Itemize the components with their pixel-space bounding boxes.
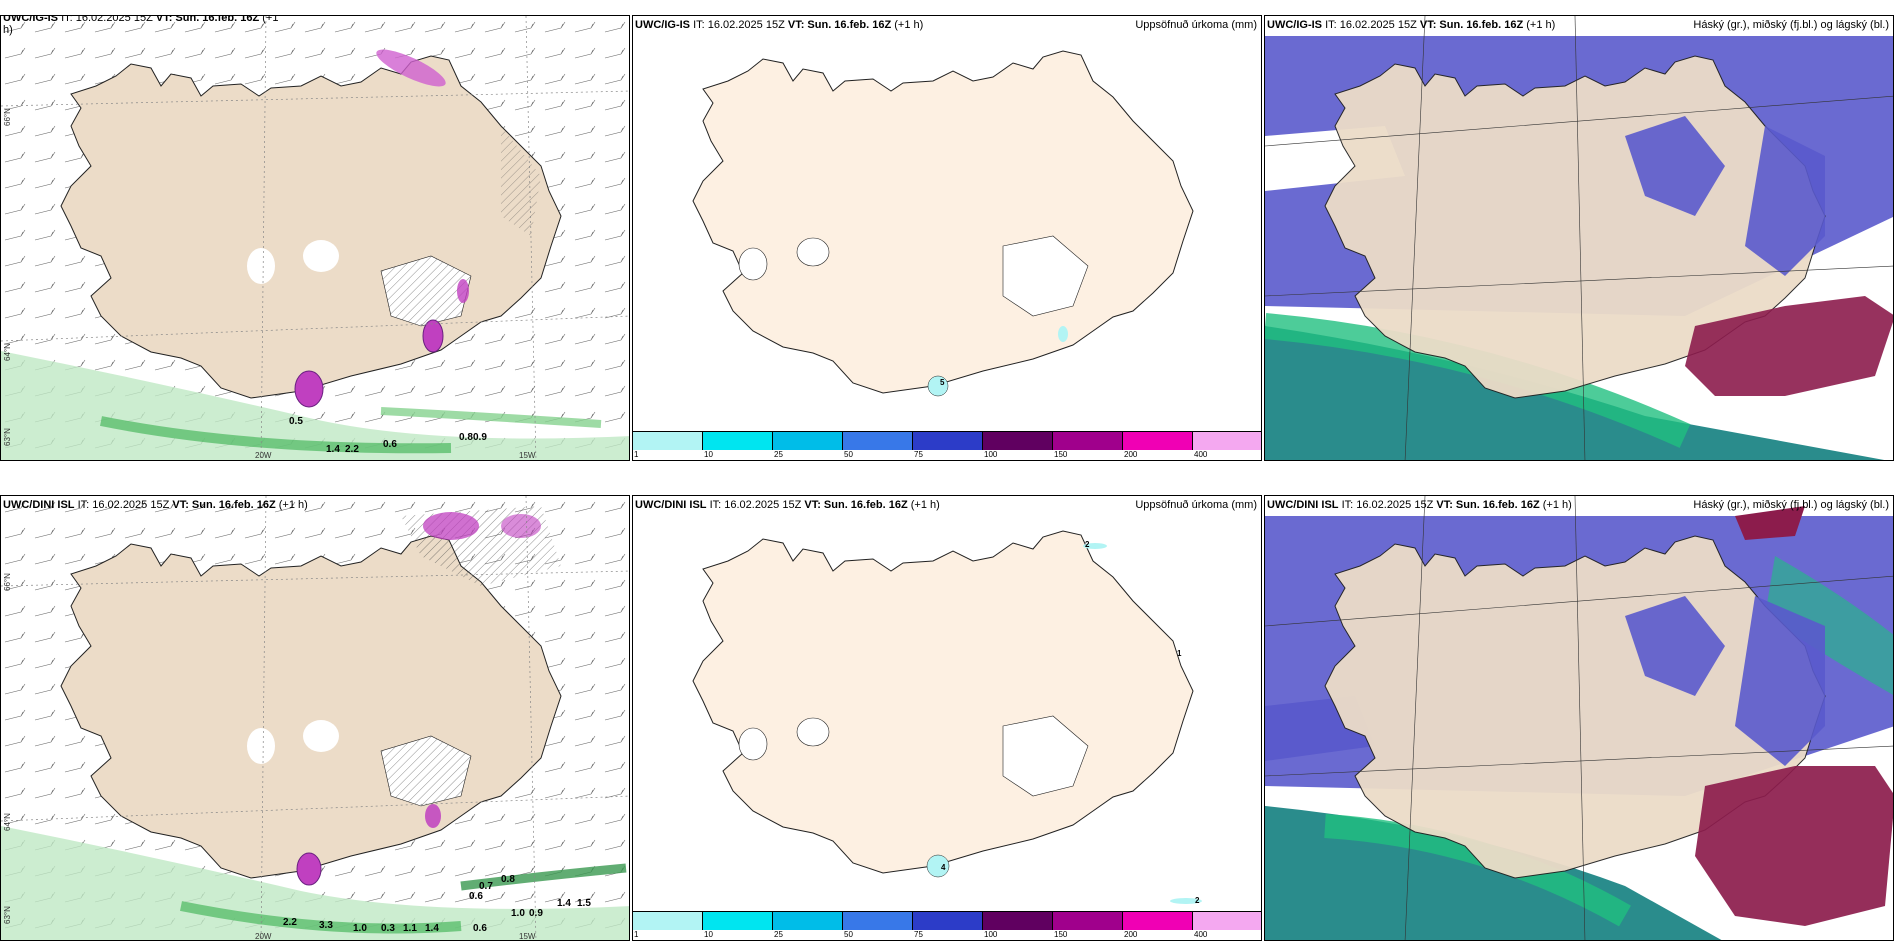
precip-label: 0.7 <box>479 881 493 892</box>
cloud-map <box>1265 16 1893 460</box>
colorbar-segment <box>703 432 773 450</box>
panel-top-mid: UWC/IG-IS IT: 16.02.2025 15Z VT: Sun. 16… <box>632 15 1262 461</box>
lon-label-15: 15W <box>519 451 536 460</box>
lat-label-63: 63°N <box>3 428 12 446</box>
lat-label-66: 66°N <box>3 108 12 126</box>
precip-label: 1.4 <box>326 444 340 455</box>
lat-label-66: 66°N <box>3 573 12 591</box>
panel-title: Háský (gr.), miðský (fj.bl.) og lágský (… <box>1693 499 1889 511</box>
wind-precip-map <box>1 16 629 460</box>
panel-title: Uppsöfnuð úrkoma (mm) <box>1135 19 1257 31</box>
precip-label: 1.4 <box>557 898 571 909</box>
precip-label: 1.1 <box>403 923 417 934</box>
panel-title: Uppsöfnuð úrkoma (mm) <box>1135 499 1257 511</box>
colorbar-segment <box>633 432 703 450</box>
colorbar-tick: 400 <box>1194 450 1208 459</box>
lat-label-63: 63°N <box>3 906 12 924</box>
precip-label: 1.4 <box>425 923 439 934</box>
colorbar-tick: 150 <box>1054 450 1068 459</box>
colorbar <box>633 431 1261 450</box>
colorbar-tick: 50 <box>844 930 853 939</box>
colorbar-tick: 25 <box>774 930 783 939</box>
precip-label: 0.5 <box>289 416 303 427</box>
colorbar-segment <box>1193 912 1261 930</box>
panel-header: UWC/IG-IS IT: 16.02.2025 15Z VT: Sun. 16… <box>3 15 279 36</box>
precip-label: 2.2 <box>345 444 359 455</box>
colorbar-tick: 75 <box>914 930 923 939</box>
precip-value: 2 <box>1195 896 1200 905</box>
precip-label: 0.3 <box>381 923 395 934</box>
precip-map <box>692 530 1202 904</box>
precip-value: 5 <box>940 378 945 387</box>
wind-precip-map <box>1 496 629 940</box>
colorbar <box>633 911 1261 930</box>
colorbar-segment <box>633 912 703 930</box>
colorbar-segment <box>1123 912 1193 930</box>
colorbar-segment <box>773 432 843 450</box>
colorbar-segment <box>983 912 1053 930</box>
colorbar-segment <box>1193 432 1261 450</box>
precip-label: 0.9 <box>473 432 487 443</box>
colorbar-tick: 1 <box>634 450 639 459</box>
precip-map <box>692 50 1194 397</box>
panel-top-right: UWC/IG-IS IT: 16.02.2025 15Z VT: Sun. 16… <box>1264 15 1894 461</box>
precip-label: 2.2 <box>283 917 297 928</box>
colorbar-segment <box>1123 432 1193 450</box>
colorbar-segment <box>843 912 913 930</box>
precip-value: 1 <box>1177 649 1182 658</box>
precip-label: 0.6 <box>383 439 397 450</box>
colorbar-tick: 1 <box>634 930 639 939</box>
lat-label-64: 64°N <box>3 343 12 361</box>
panel-header: UWC/DINI ISL IT: 16.02.2025 15Z VT: Sun.… <box>635 499 940 511</box>
precip-label: 3.3 <box>319 920 333 931</box>
panel-header: UWC/IG-IS IT: 16.02.2025 15Z VT: Sun. 16… <box>1267 19 1556 31</box>
precip-label: 0.6 <box>473 923 487 934</box>
colorbar-tick: 100 <box>984 450 998 459</box>
precip-label: 1.5 <box>577 898 591 909</box>
precip-label: 0.8 <box>459 432 473 443</box>
precip-label: 0.8 <box>501 874 515 885</box>
panel-top-left: UWC/IG-IS IT: 16.02.2025 15Z VT: Sun. 16… <box>0 15 630 461</box>
precip-value: 2 <box>1085 540 1090 549</box>
cloud-map <box>1265 496 1893 940</box>
precip-label: 0.9 <box>529 908 543 919</box>
colorbar-tick: 150 <box>1054 930 1068 939</box>
panel-header: UWC/DINI ISL IT: 16.02.2025 15Z VT: Sun.… <box>1267 499 1572 511</box>
panel-bottom-right: UWC/DINI ISL IT: 16.02.2025 15Z VT: Sun.… <box>1264 495 1894 941</box>
colorbar-tick: 200 <box>1124 930 1138 939</box>
lon-label-20: 20W <box>255 451 272 460</box>
colorbar-tick: 75 <box>914 450 923 459</box>
lon-label-20: 20W <box>255 932 272 941</box>
colorbar-segment <box>1053 912 1123 930</box>
panel-header: UWC/IG-IS IT: 16.02.2025 15Z VT: Sun. 16… <box>635 19 924 31</box>
colorbar-tick: 50 <box>844 450 853 459</box>
colorbar-ticks: 1 10 25 50 75 100 150 200 400 <box>633 930 1261 940</box>
panel-header: UWC/DINI ISL IT: 16.02.2025 15Z VT: Sun.… <box>3 499 308 511</box>
lon-label-15: 15W <box>519 932 536 941</box>
precip-label: 1.0 <box>511 908 525 919</box>
colorbar-segment <box>913 912 983 930</box>
colorbar-segment <box>913 432 983 450</box>
colorbar-ticks: 1 10 25 50 75 100 150 200 400 <box>633 450 1261 460</box>
colorbar-tick: 200 <box>1124 450 1138 459</box>
colorbar-segment <box>773 912 843 930</box>
panel-bottom-left: UWC/DINI ISL IT: 16.02.2025 15Z VT: Sun.… <box>0 495 630 941</box>
panel-title: Háský (gr.), miðský (fj.bl.) og lágský (… <box>1693 19 1889 31</box>
colorbar-tick: 25 <box>774 450 783 459</box>
colorbar-tick: 10 <box>704 930 713 939</box>
colorbar-tick: 100 <box>984 930 998 939</box>
precip-label: 0.6 <box>469 891 483 902</box>
panel-bottom-mid: UWC/DINI ISL IT: 16.02.2025 15Z VT: Sun.… <box>632 495 1262 941</box>
lat-label-64: 64°N <box>3 813 12 831</box>
colorbar-tick: 10 <box>704 450 713 459</box>
colorbar-segment <box>1053 432 1123 450</box>
colorbar-segment <box>703 912 773 930</box>
colorbar-segment <box>843 432 913 450</box>
colorbar-tick: 400 <box>1194 930 1208 939</box>
precip-value: 4 <box>941 863 946 872</box>
precip-label: 1.0 <box>353 923 367 934</box>
colorbar-segment <box>983 432 1053 450</box>
